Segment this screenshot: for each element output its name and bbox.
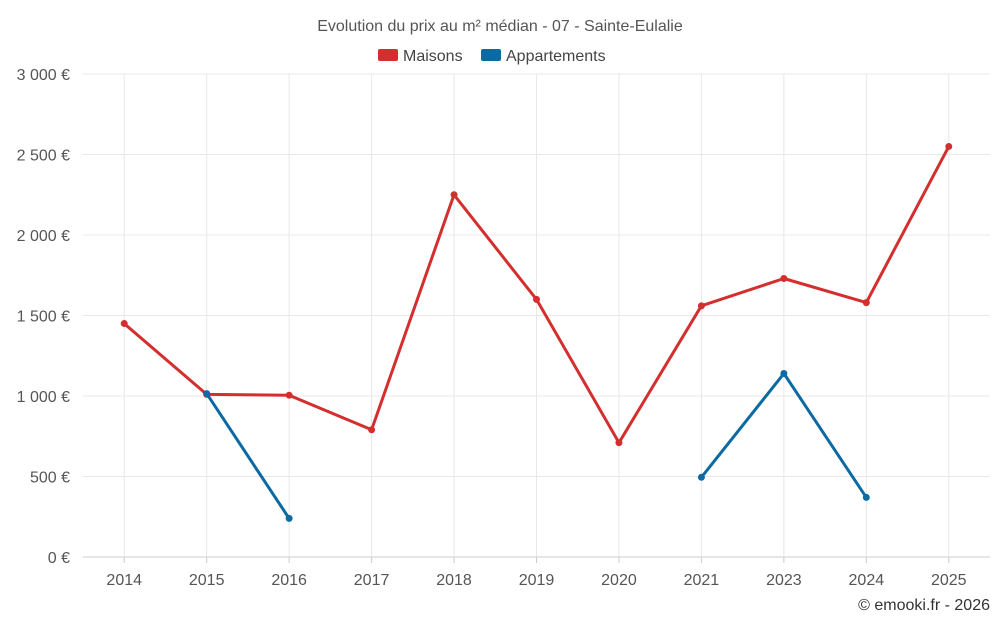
grid xyxy=(83,73,990,558)
x-tick-label: 2019 xyxy=(519,572,555,589)
data-point-maisons[interactable] xyxy=(862,299,870,307)
data-point-appartements[interactable] xyxy=(697,473,705,481)
x-tick-label: 2016 xyxy=(271,572,307,589)
data-point-maisons[interactable] xyxy=(368,426,376,434)
x-tick-label: 2025 xyxy=(931,572,967,589)
x-tick-label: 2018 xyxy=(436,572,472,589)
series-line-appartements xyxy=(205,392,291,520)
y-axis: 0 € 500 € 1 000 € 1 500 € 2 000 € 2 500 € 3 00… xyxy=(17,67,70,567)
x-tick-label: 2024 xyxy=(849,572,885,589)
data-point-maisons[interactable] xyxy=(945,142,953,150)
y-tick-label: 2 500 € xyxy=(17,148,70,165)
x-tick-label: 2021 xyxy=(684,572,720,589)
x-tick-label: 2020 xyxy=(601,572,637,589)
legend-item-appartements[interactable]: Appartements xyxy=(481,48,606,65)
legend: Maisons Appartements xyxy=(378,48,606,65)
plot-area xyxy=(120,142,953,522)
credit: © emooki.fr - 2026 xyxy=(858,597,990,614)
data-point-appartements[interactable] xyxy=(780,369,788,377)
y-tick-label: 2 000 € xyxy=(17,228,70,245)
data-point-maisons[interactable] xyxy=(450,191,458,199)
data-point-maisons[interactable] xyxy=(780,274,788,282)
data-point-appartements[interactable] xyxy=(285,514,293,522)
y-tick-label: 1 500 € xyxy=(17,309,70,326)
x-tick-label: 2017 xyxy=(354,572,390,589)
data-point-appartements[interactable] xyxy=(203,390,211,398)
legend-item-maisons[interactable]: Maisons xyxy=(378,48,463,65)
data-point-maisons[interactable] xyxy=(533,295,540,303)
y-tick-label: 3 000 € xyxy=(17,67,70,84)
y-tick-label: 1 000 € xyxy=(17,389,70,406)
x-tick-label: 2015 xyxy=(189,572,225,589)
data-point-maisons[interactable] xyxy=(285,391,293,399)
legend-label-maisons: Maisons xyxy=(403,48,463,65)
x-tick-label: 2014 xyxy=(106,572,142,589)
y-tick-label: 0 € xyxy=(48,550,70,567)
x-axis: 2014 2015 2016 2017 2018 2019 2020 2021 2023 2024… xyxy=(106,557,967,589)
chart-title: Evolution du prix au m² médian - 07 - Sa… xyxy=(317,18,683,35)
data-point-maisons[interactable] xyxy=(615,439,623,447)
data-point-appartements[interactable] xyxy=(862,493,870,501)
data-point-maisons[interactable] xyxy=(697,302,705,310)
x-tick-label: 2023 xyxy=(766,572,802,589)
legend-swatch-maisons xyxy=(378,49,398,61)
legend-swatch-appartements xyxy=(481,49,501,61)
data-point-maisons[interactable] xyxy=(120,320,128,328)
y-tick-label: 500 € xyxy=(30,470,70,487)
legend-label-appartements: Appartements xyxy=(506,48,606,65)
